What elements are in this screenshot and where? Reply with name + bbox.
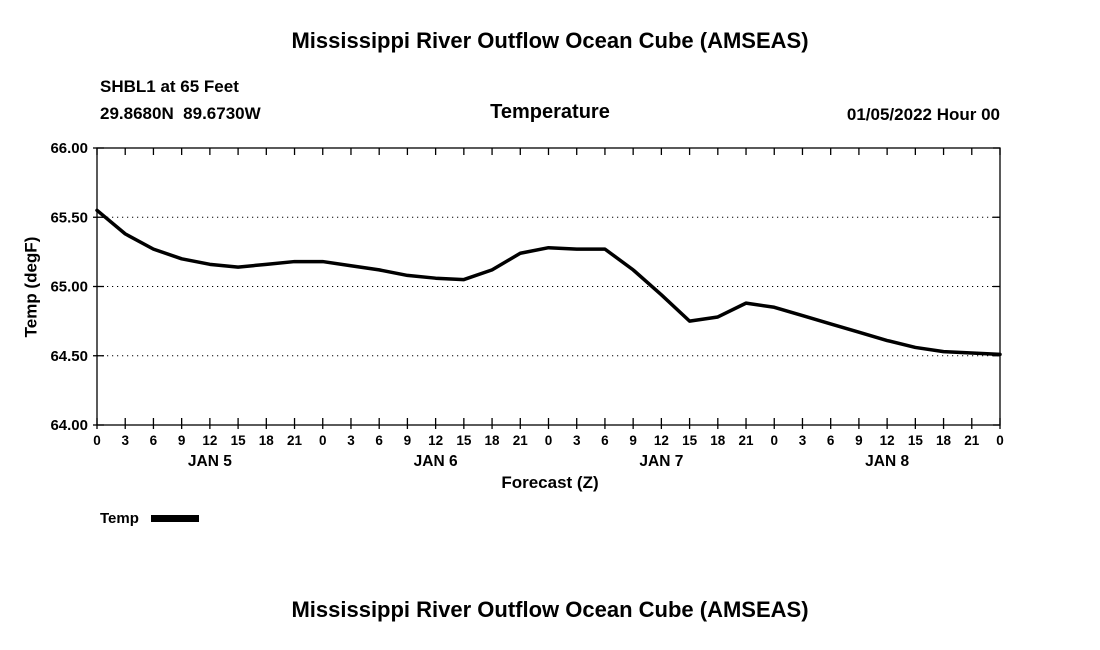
svg-text:0: 0 xyxy=(996,433,1004,448)
svg-text:0: 0 xyxy=(319,433,327,448)
svg-text:9: 9 xyxy=(178,433,186,448)
svg-text:6: 6 xyxy=(375,433,383,448)
svg-text:9: 9 xyxy=(855,433,863,448)
y-tick-labels: 64.00 64.50 65.00 65.50 66.00 xyxy=(50,140,88,434)
svg-text:18: 18 xyxy=(936,433,952,448)
top-title: Mississippi River Outflow Ocean Cube (AM… xyxy=(291,28,809,53)
svg-text:64.00: 64.00 xyxy=(50,417,88,434)
svg-text:JAN 8: JAN 8 xyxy=(865,453,909,470)
svg-text:12: 12 xyxy=(880,433,895,448)
svg-text:21: 21 xyxy=(287,433,303,448)
legend: Temp xyxy=(100,510,199,527)
svg-text:3: 3 xyxy=(573,433,581,448)
svg-text:18: 18 xyxy=(710,433,726,448)
svg-text:0: 0 xyxy=(545,433,553,448)
bottom-title: Mississippi River Outflow Ocean Cube (AM… xyxy=(291,597,809,622)
y-axis-label: Temp (degF) xyxy=(21,236,41,338)
svg-text:0: 0 xyxy=(93,433,101,448)
forecast-datetime: 01/05/2022 Hour 00 xyxy=(846,105,1000,124)
svg-text:18: 18 xyxy=(259,433,275,448)
station-label: SHBL1 at 65 Feet xyxy=(100,77,239,96)
x-tick-labels: 0 3 6 9 12 15 18 21 0 3 6 9 12 15 18 21 0 3 6 9 12 15 18 21 0 3 6 9… xyxy=(93,433,1004,448)
svg-text:0: 0 xyxy=(770,433,778,448)
svg-text:15: 15 xyxy=(908,433,924,448)
svg-text:21: 21 xyxy=(739,433,755,448)
day-labels: JAN 5 JAN 6 JAN 7 JAN 8 xyxy=(188,453,910,470)
legend-label: Temp xyxy=(100,510,139,527)
svg-text:3: 3 xyxy=(347,433,355,448)
svg-text:65.50: 65.50 xyxy=(50,209,88,226)
svg-text:6: 6 xyxy=(150,433,158,448)
svg-text:JAN 6: JAN 6 xyxy=(414,453,458,470)
x-axis-label: Forecast (Z) xyxy=(501,473,599,492)
svg-text:12: 12 xyxy=(428,433,443,448)
svg-text:9: 9 xyxy=(404,433,412,448)
svg-text:9: 9 xyxy=(629,433,637,448)
svg-text:12: 12 xyxy=(654,433,669,448)
svg-text:18: 18 xyxy=(485,433,501,448)
svg-text:12: 12 xyxy=(202,433,217,448)
svg-text:15: 15 xyxy=(682,433,698,448)
svg-text:64.50: 64.50 xyxy=(50,348,88,365)
svg-text:JAN 5: JAN 5 xyxy=(188,453,232,470)
station-coordinates: 29.8680N 89.6730W xyxy=(100,104,261,123)
temp-line xyxy=(95,208,1002,357)
svg-text:21: 21 xyxy=(513,433,529,448)
svg-text:6: 6 xyxy=(601,433,609,448)
svg-text:6: 6 xyxy=(827,433,835,448)
svg-text:66.00: 66.00 xyxy=(50,140,88,157)
svg-text:15: 15 xyxy=(231,433,247,448)
y-gridlines xyxy=(97,216,1000,357)
legend-line-swatch xyxy=(150,515,199,522)
svg-text:21: 21 xyxy=(964,433,980,448)
svg-text:3: 3 xyxy=(121,433,129,448)
chart-title: Temperature xyxy=(490,101,610,123)
svg-text:3: 3 xyxy=(799,433,807,448)
svg-text:15: 15 xyxy=(456,433,472,448)
axis-ticks xyxy=(93,147,1001,429)
svg-text:JAN 7: JAN 7 xyxy=(639,453,683,470)
svg-text:65.00: 65.00 xyxy=(50,279,88,296)
